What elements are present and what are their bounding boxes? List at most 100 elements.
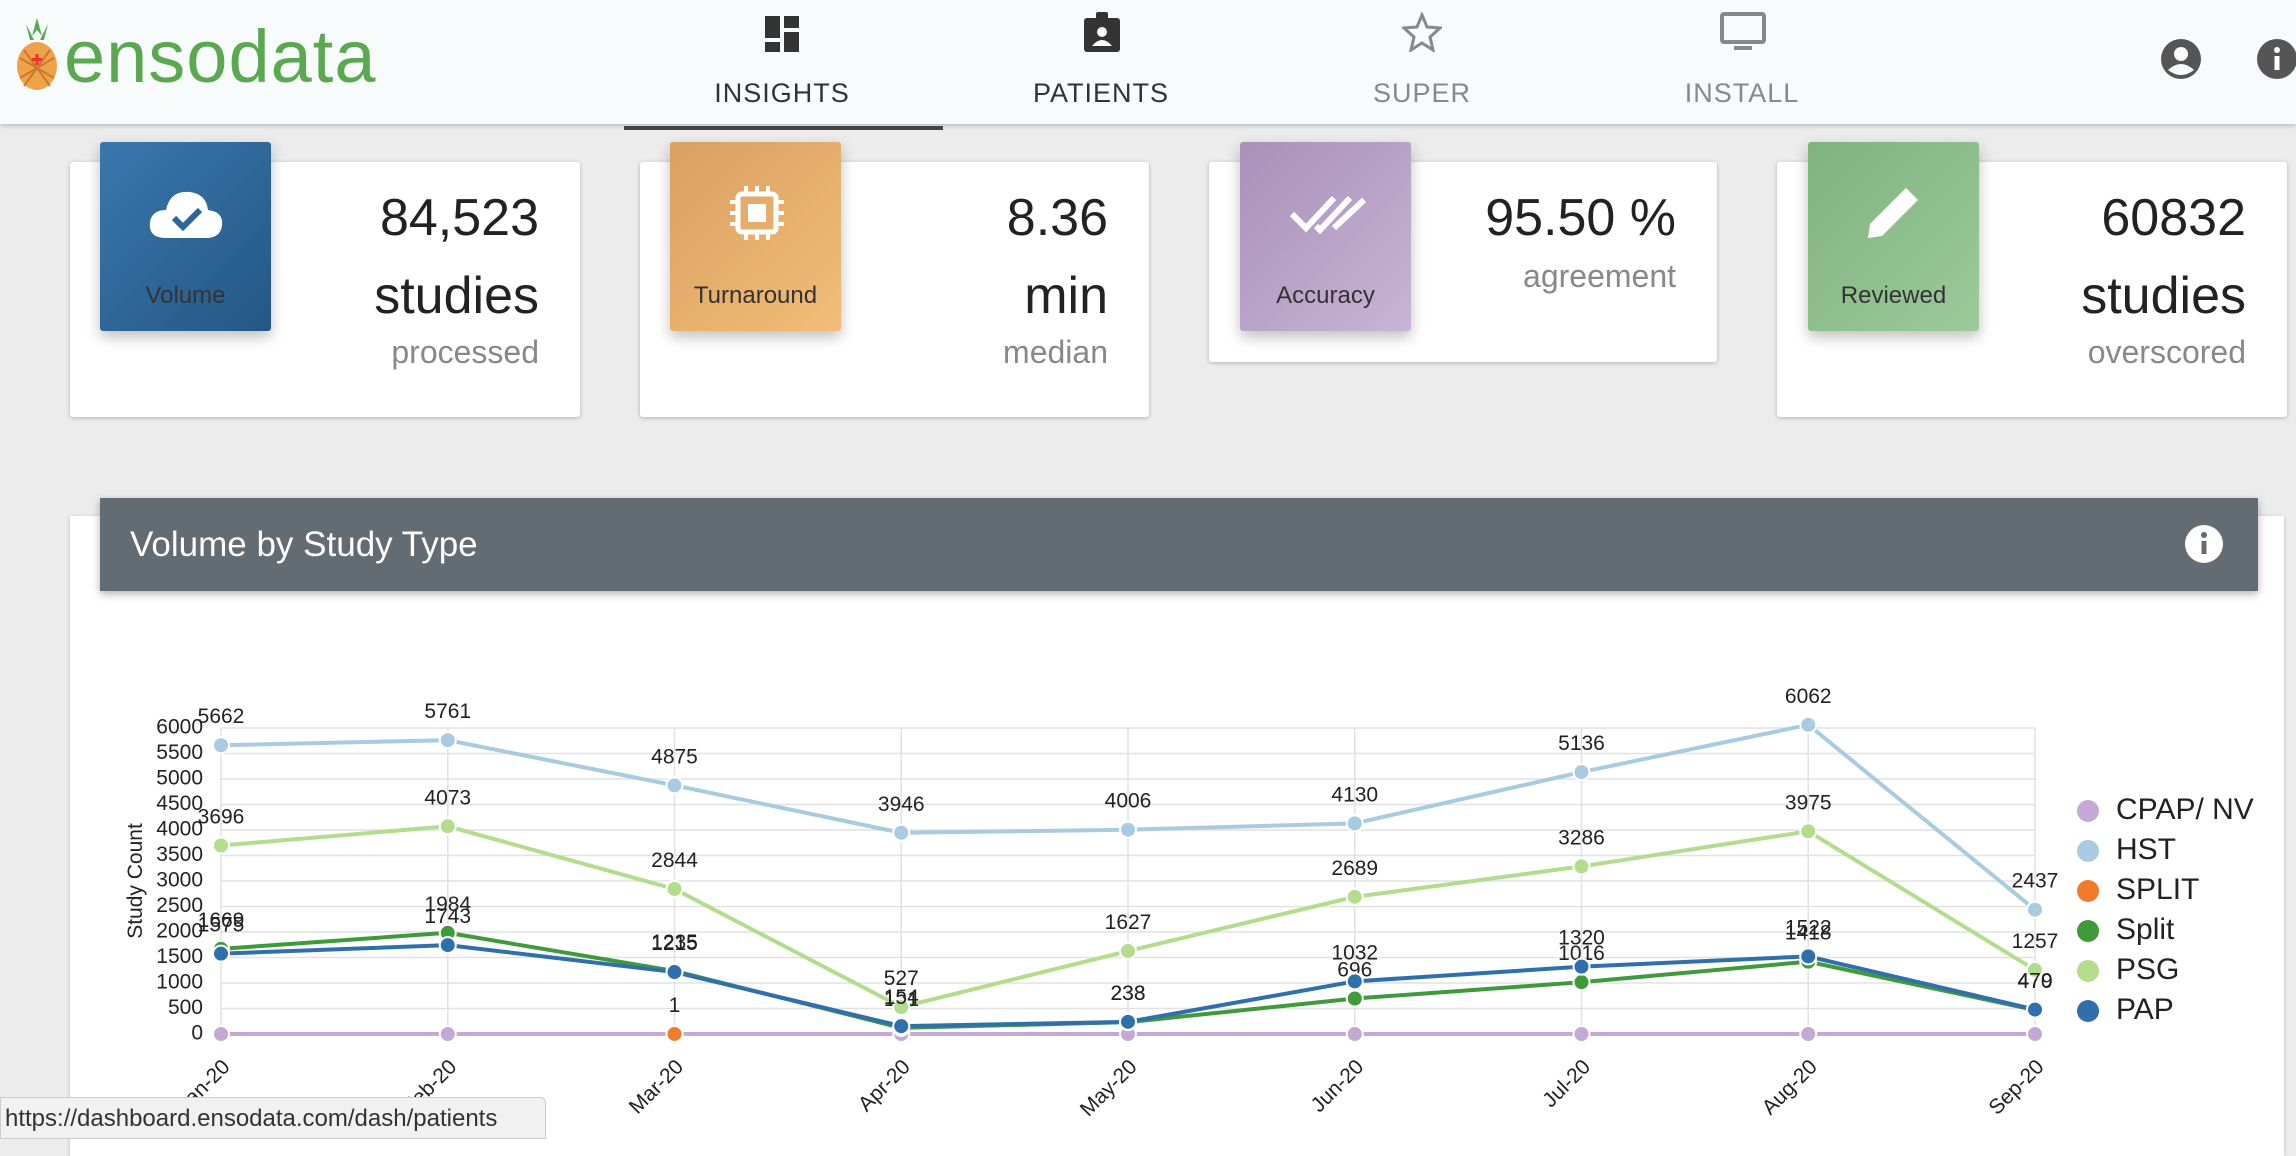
chart-panel [70,516,2284,1156]
y-tick-label: 2500 [156,894,203,917]
value-label: 233 [1110,982,1145,1005]
header: ensodata INSIGHTS PATIENTS SUPER INSTALL [0,0,2296,130]
y-tick-label: 1500 [156,945,203,968]
nav-item[interactable]: SUPER [1372,78,1472,108]
data-point [212,1025,230,1043]
data-point [1345,814,1364,833]
value-label: 154 [884,986,919,1009]
value-label: 1627 [1105,911,1152,934]
x-tick-label: Aug-20 [1758,1055,1822,1119]
value-label: 527 [884,967,919,990]
value-label: 5136 [1558,732,1605,755]
card-value: 60832 [2101,189,2246,247]
legend-label: SPLIT [2116,873,2199,906]
legend-label: CPAP/ NV [2116,793,2254,826]
status-bar: https://dashboard.ensodata.com/dash/pati… [0,1097,546,1139]
data-point [1572,973,1591,992]
value-label: 696 [1337,959,1372,982]
insights-icon [765,16,799,52]
legend-marker [2077,1000,2099,1022]
active-indicator [624,126,943,130]
data-point [665,776,684,795]
value-label: 4875 [651,745,698,768]
x-tick-label: May-20 [1076,1055,1142,1121]
nav-item[interactable]: INSTALL [1684,78,1800,108]
card-value: 8.36 [1006,189,1108,247]
data-point [665,963,684,982]
account-icon[interactable] [2160,38,2202,80]
data-point [2026,960,2044,979]
legend-marker [2077,880,2099,902]
data-point [892,998,911,1017]
data-point [1345,989,1364,1008]
value-label: 1418 [1785,922,1832,945]
value-label: 5761 [424,700,471,723]
data-point [1572,857,1591,876]
data-point [1572,1025,1591,1043]
card-unit: studies [374,267,539,325]
value-label: 3286 [1558,826,1605,849]
data-point [1572,763,1591,782]
card-label: Turnaround [693,282,818,309]
data-point [1119,942,1137,961]
y-tick-label: 0 [191,1022,203,1045]
y-axis-label: Study Count [124,823,147,939]
data-point [1799,822,1818,841]
y-tick-label: 4500 [156,792,203,815]
panel-header: Volume by Study Type [100,498,2258,591]
data-point [212,944,230,963]
value-label: 6062 [1785,685,1832,708]
logo-icon [17,18,57,90]
card-icon: Accuracy [1240,142,1411,331]
info-icon[interactable] [2256,38,2296,80]
y-tick-label: 500 [168,996,203,1019]
y-tick-label: 2000 [156,920,203,943]
value-label: 1669 [198,909,245,932]
value-label: 1 [669,994,681,1017]
y-tick-label: 3000 [156,869,203,892]
card-caption: overscored [2087,334,2246,370]
nav-item[interactable]: INSIGHTS [714,78,850,108]
data-point [438,1025,457,1043]
value-label: 1215 [651,932,698,955]
nav-item[interactable]: PATIENTS [1032,78,1169,108]
value-label: 2844 [651,849,698,872]
data-point [1345,972,1364,991]
data-point [2026,1025,2044,1043]
card-icon: Turnaround [670,142,841,331]
value-label: 1235 [651,931,698,954]
card-label: Accuracy [1276,282,1375,309]
value-label: 3975 [1785,791,1832,814]
value-label: 5662 [198,705,245,728]
card-value: 84,523 [379,189,539,247]
value-label: 238 [1110,982,1145,1005]
x-tick-label: Sep-20 [1984,1055,2048,1119]
value-label: 1984 [424,893,471,916]
data-point [438,936,457,955]
legend-marker [2077,800,2099,822]
x-tick-label: Apr-20 [854,1055,915,1116]
chart-info-icon[interactable] [2184,524,2224,564]
value-label: 2437 [2012,870,2059,893]
data-point [1345,1025,1364,1043]
card-caption: median [1003,334,1108,370]
data-point [438,817,457,836]
y-tick-label: 5000 [156,767,203,790]
legend-marker [2077,960,2099,982]
data-point [2026,1000,2044,1019]
card-caption: processed [391,334,539,370]
value-label: 4006 [1105,790,1152,813]
data-point [892,1017,911,1036]
logo[interactable]: ensodata [64,15,377,98]
card-label: Reviewed [1840,282,1947,309]
data-point [1119,1012,1137,1031]
y-tick-label: 6000 [156,716,203,739]
value-label: 4073 [424,786,471,809]
card-unit: min [1024,267,1108,325]
value-label: 1575 [198,914,245,937]
x-tick-label: Mar-20 [625,1055,688,1118]
data-point [892,823,911,842]
value-label: 1257 [2012,930,2059,953]
y-tick-label: 5500 [156,741,203,764]
